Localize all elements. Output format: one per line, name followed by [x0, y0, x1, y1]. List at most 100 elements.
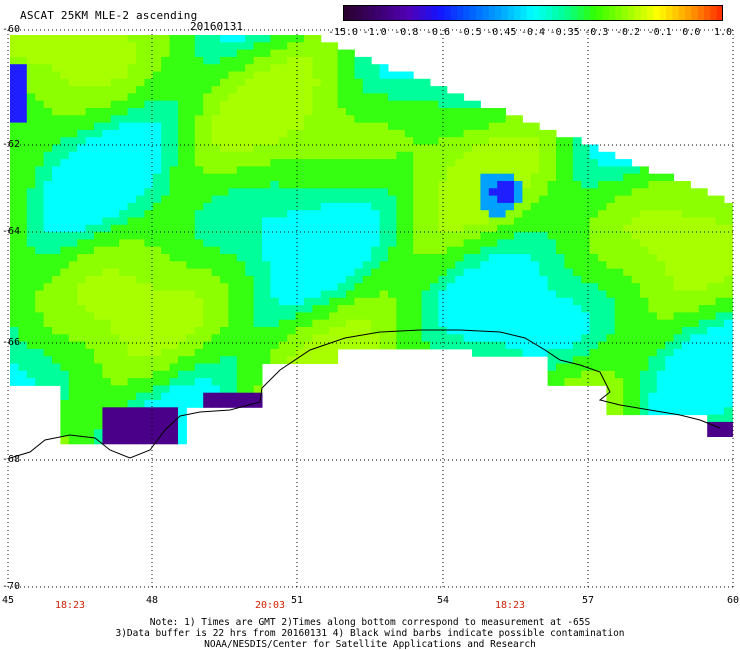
wind-cell [505, 224, 515, 233]
colorbar-swatches [343, 5, 723, 21]
wind-cell [262, 100, 271, 109]
wind-cell [136, 181, 145, 189]
wind-cell [35, 49, 45, 58]
wind-cell [396, 268, 406, 277]
wind-cell [68, 78, 78, 87]
wind-cell [295, 86, 305, 94]
wind-cell [304, 290, 313, 299]
wind-cell [497, 144, 507, 153]
wind-cell [337, 246, 347, 255]
wind-cell [85, 312, 95, 321]
wind-cell [186, 93, 196, 102]
wind-cell [68, 115, 78, 124]
wind-cell [337, 327, 347, 335]
wind-cell [102, 400, 112, 408]
wind-cell [329, 49, 339, 58]
wind-cell [648, 407, 658, 416]
wind-cell [665, 348, 675, 357]
wind-cell [161, 356, 171, 364]
wind-cell [446, 210, 456, 218]
wind-cell [270, 202, 280, 211]
wind-cell [52, 341, 61, 350]
wind-cell [152, 275, 162, 284]
wind-cell [35, 202, 45, 211]
wind-cell [161, 86, 171, 94]
wind-cell [505, 334, 515, 343]
wind-cell [581, 370, 591, 379]
wind-cell [94, 261, 103, 270]
wind-cell [640, 407, 649, 416]
wind-cell [346, 144, 355, 153]
wind-cell [60, 93, 70, 102]
wind-cell [530, 217, 540, 226]
wind-cell [312, 239, 322, 248]
wind-cell [404, 71, 414, 80]
wind-cell [497, 122, 507, 131]
wind-cell [614, 232, 624, 240]
wind-cell [631, 348, 641, 357]
wind-cell [43, 195, 53, 204]
wind-cell [178, 341, 187, 350]
wind-cell [194, 268, 204, 277]
wind-cell [136, 356, 145, 364]
wind-cell [690, 319, 700, 328]
wind-cell [530, 188, 540, 197]
wind-cell [371, 195, 381, 204]
wind-cell [60, 275, 70, 284]
chart-title: ASCAT 25KM MLE-2 ascending [20, 9, 198, 22]
wind-cell [18, 254, 28, 262]
wind-cell [371, 290, 381, 299]
wind-cell [656, 319, 666, 328]
wind-cell [472, 159, 481, 167]
wind-cell [253, 254, 263, 262]
wind-cell [220, 363, 229, 372]
wind-cell [127, 115, 137, 124]
wind-cell [665, 392, 675, 401]
wind-cell [539, 232, 549, 240]
wind-cell [724, 392, 733, 401]
wind-cell [354, 64, 364, 72]
wind-cell [144, 421, 154, 430]
wind-cell [346, 86, 355, 94]
wind-cell [530, 268, 540, 277]
wind-cell [60, 290, 70, 299]
wind-cell [152, 188, 162, 197]
wind-cell [312, 312, 322, 321]
wind-cell [304, 35, 313, 43]
wind-cell [85, 159, 95, 167]
wind-cell [186, 115, 196, 124]
wind-cell [690, 195, 700, 204]
wind-cell [68, 407, 78, 416]
wind-cell [396, 305, 406, 313]
wind-cell [665, 356, 675, 364]
wind-cell [77, 108, 87, 116]
wind-cell [488, 151, 498, 160]
wind-cell [598, 319, 607, 328]
wind-cell [119, 392, 129, 401]
wind-cell [673, 210, 683, 218]
wind-cell [514, 122, 523, 131]
wind-cell [329, 122, 339, 131]
wind-cell [26, 297, 36, 306]
wind-cell [329, 239, 339, 248]
wind-cell [539, 305, 549, 313]
wind-cell [362, 305, 372, 313]
wind-cell [388, 71, 397, 80]
wind-cell [186, 159, 196, 167]
wind-cell [455, 275, 465, 284]
wind-cell [329, 173, 339, 182]
wind-cell [572, 319, 582, 328]
wind-cell [472, 195, 481, 204]
wind-cell [539, 137, 549, 145]
wind-cell [648, 181, 658, 189]
wind-cell [220, 173, 229, 182]
wind-cell [119, 210, 129, 218]
wind-cell [144, 385, 154, 394]
wind-cell [262, 159, 271, 167]
wind-cell [404, 261, 414, 270]
wind-cell [102, 407, 112, 416]
wind-cell [312, 122, 322, 131]
wind-field [10, 35, 733, 445]
wind-cell [320, 137, 330, 145]
wind-cell [715, 370, 725, 379]
